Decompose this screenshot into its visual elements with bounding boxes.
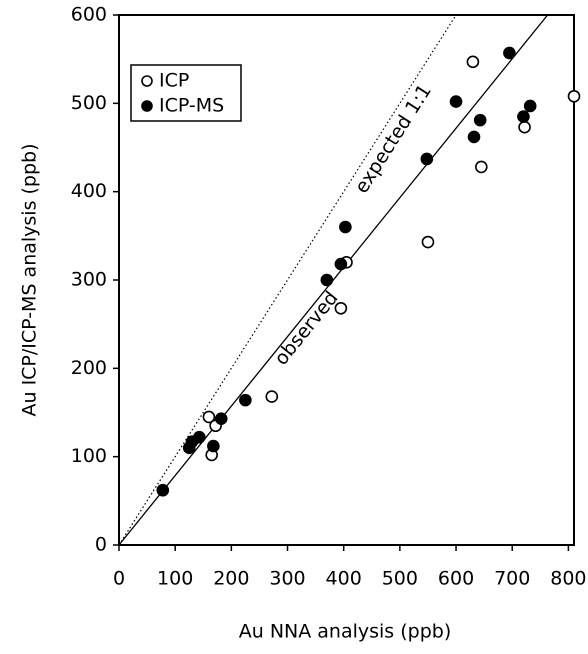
reference-line [118,14,549,546]
x-axis-label: Au NNA analysis (ppb) [239,621,452,643]
y-tick-label: 300 [71,269,107,291]
data-point [334,301,348,315]
data-point [202,410,216,424]
legend-marker [141,100,153,112]
x-tick-label: 100 [157,568,193,590]
data-point [518,120,531,134]
x-tick-label: 500 [382,568,418,590]
data-point [421,235,435,249]
data-point [473,113,487,127]
y-tick-label: 600 [71,4,107,26]
data-point [214,412,228,425]
x-tick-label: 800 [550,568,586,590]
data-point [156,483,170,497]
data-point [420,152,434,166]
data-point [265,390,279,403]
data-point [334,257,348,271]
reference-line-label: observed [270,287,342,369]
data-point [475,160,488,174]
reference-line-label: expected 1:1 [351,80,436,197]
x-tick-label: 700 [494,568,530,590]
y-axis-label: Au ICP/ICP-MS analysis (ppb) [19,143,41,416]
y-tick-label: 400 [71,180,107,202]
data-point [466,55,480,69]
y-tick-label: 100 [71,445,107,467]
data-point [193,430,206,444]
data-point [567,89,581,103]
data-point [449,95,463,108]
data-point [503,46,516,60]
data-point [467,130,481,144]
x-tick-label: 400 [326,568,362,590]
x-tick-label: 600 [438,568,474,590]
x-tick-label: 0 [113,568,125,590]
legend-label: ICP-MS [159,95,224,117]
data-point [339,220,352,234]
legend-box [130,64,242,122]
legend-label: ICP [159,70,189,92]
data-point [320,273,334,287]
y-tick-label: 0 [95,534,107,556]
data-point [239,393,252,407]
x-tick-label: 300 [269,568,305,590]
x-tick-label: 200 [213,568,249,590]
data-point [517,110,530,123]
data-point [523,99,537,113]
legend-marker [141,75,153,87]
reference-line [118,14,457,546]
y-tick-label: 500 [71,92,107,114]
data-point [207,439,220,453]
y-tick-label: 200 [71,357,107,379]
